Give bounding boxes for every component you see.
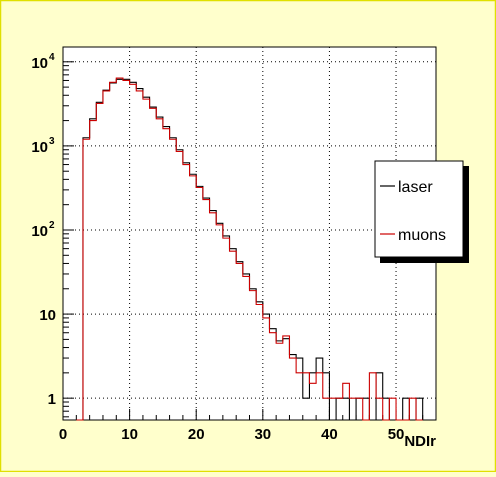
legend-label-laser: laser — [398, 179, 433, 196]
series-muons — [76, 77, 423, 421]
y-tick-exponent: 3 — [49, 136, 55, 147]
y-tick-label: 10 — [31, 55, 48, 72]
x-tick-label: 0 — [59, 426, 67, 443]
x-tick-label: 40 — [321, 426, 338, 443]
series-layer — [76, 77, 424, 421]
legend-label-muons: muons — [398, 227, 446, 244]
x-tick-label: 10 — [121, 426, 138, 443]
y-tick-label: 10 — [31, 139, 48, 156]
y-tick-label: 10 — [39, 307, 56, 324]
legend-box — [374, 160, 464, 258]
x-tick-label: 30 — [254, 426, 271, 443]
y-tick-label: 10 — [31, 223, 48, 240]
y-tick-label: 1 — [48, 391, 56, 408]
legend: laser muons — [374, 160, 469, 263]
x-tick-labels: 0 10 20 30 40 50 — [59, 426, 405, 443]
x-tick-label: 20 — [188, 426, 205, 443]
x-axis-label: NDIr — [404, 433, 436, 450]
x-tick-label: 50 — [388, 426, 405, 443]
y-tick-exponent: 2 — [49, 220, 55, 231]
y-tick-exponent: 4 — [49, 52, 55, 63]
plot-area — [62, 46, 437, 421]
